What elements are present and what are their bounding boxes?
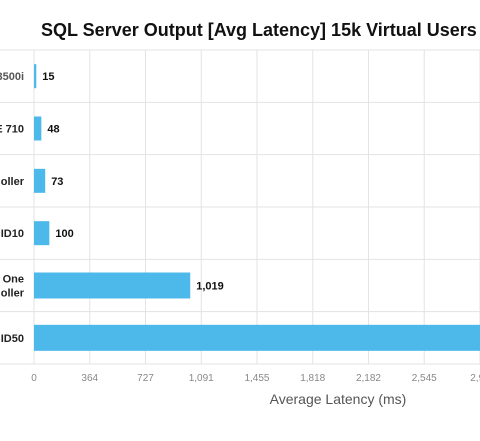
- bar: [34, 168, 46, 193]
- bar: [34, 116, 42, 141]
- x-tick-label: 2,545: [412, 373, 437, 384]
- x-axis-title: Average Latency (ms): [270, 391, 407, 407]
- x-tick-label: 2,182: [356, 373, 381, 384]
- category-label: oller: [1, 176, 25, 188]
- data-label: 1,019: [196, 281, 224, 293]
- x-tick-label: 1,818: [300, 373, 325, 384]
- bar: [34, 221, 50, 246]
- bar: [34, 324, 480, 351]
- category-label: One oller: [1, 274, 25, 300]
- x-tick-label: 727: [137, 373, 154, 384]
- x-tick-label: 1,091: [189, 373, 214, 384]
- category-label: ID10: [1, 228, 24, 240]
- x-tick-label: 1,455: [244, 373, 269, 384]
- bar: [34, 272, 191, 299]
- category-label: E 710: [0, 124, 24, 136]
- x-tick-label: 364: [81, 373, 98, 384]
- x-tick-label: 0: [31, 373, 37, 384]
- x-tick-label: 2,90: [470, 373, 480, 384]
- data-label: 73: [51, 176, 63, 188]
- bar: [34, 64, 37, 89]
- chart-title: SQL Server Output [Avg Latency] 15k Virt…: [41, 20, 477, 40]
- category-label: 3500i: [0, 71, 24, 83]
- data-label: 48: [47, 124, 59, 136]
- data-label: 100: [55, 228, 73, 240]
- data-label: 15: [42, 71, 54, 83]
- category-label: ID50: [1, 333, 24, 345]
